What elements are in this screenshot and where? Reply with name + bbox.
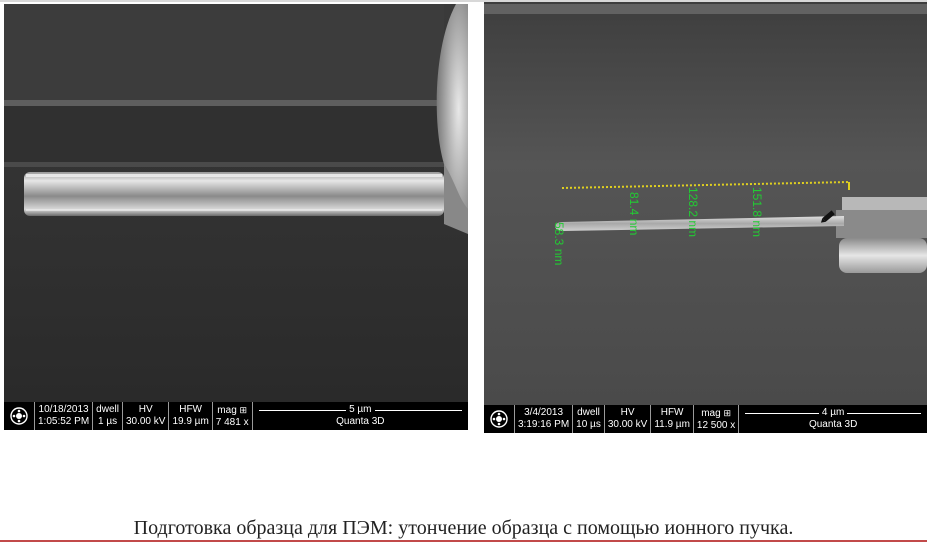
mag-value: 12 500 x [696, 419, 736, 431]
measurement-label-4: 151.8 nm [750, 187, 764, 238]
hfw-label: HFW [179, 404, 202, 415]
hv-value: 30.00 kV [125, 416, 166, 427]
mag-cell: mag ⊞ 12 500 x [692, 405, 738, 433]
scale-label: 4 µm [821, 407, 845, 418]
mag-cell: mag ⊞ 7 481 x [211, 402, 252, 430]
measurement-label-3: 128.2 nm [686, 187, 700, 238]
dwell-label: dwell [96, 404, 119, 415]
dwell-cell: dwell 1 µs [92, 402, 122, 430]
slide-caption: Подготовка образца для ПЭМ: утончение об… [133, 517, 794, 539]
sem-image-left: 10/18/2013 1:05:52 PM dwell 1 µs HV 30.0… [4, 4, 468, 430]
grid-icon: ⊞ [723, 407, 731, 418]
hfw-value: 19.9 µm [172, 416, 209, 427]
scale-bar: 4 µm [742, 407, 924, 419]
dwell-cell: dwell 10 µs [572, 405, 604, 433]
scale-cell: 4 µm Quanta 3D [738, 405, 927, 433]
dwell-label: dwell [577, 407, 600, 418]
scale-cell: 5 µm Quanta 3D [251, 402, 468, 430]
datetime-cell: 10/18/2013 1:05:52 PM [34, 402, 92, 430]
hv-cell: HV 30.00 kV [603, 405, 650, 433]
bottom-border [0, 540, 927, 542]
scale-label: 5 µm [349, 404, 372, 415]
date-value: 10/18/2013 [38, 404, 89, 415]
hv-value: 30.00 kV [607, 419, 648, 430]
hfw-cell: HFW 11.9 µm [650, 405, 693, 433]
dwell-value: 10 µs [576, 419, 601, 430]
time-value: 3:19:16 PM [518, 419, 570, 430]
fei-logo-icon [4, 402, 34, 430]
mag-value: 7 481 x [215, 416, 249, 428]
sem-image-right: 58.3 nm 81.4 nm 128.2 nm 151.8 nm 3/4/20… [484, 2, 927, 433]
sem-micrograph-right: 58.3 nm 81.4 nm 128.2 nm 151.8 nm [484, 2, 927, 405]
hv-cell: HV 30.00 kV [121, 402, 168, 430]
hv-label: HV [138, 404, 153, 415]
time-value: 1:05:52 PM [38, 416, 90, 427]
hv-label: HV [620, 407, 635, 418]
measurement-label-2: 81.4 nm [627, 192, 641, 236]
mag-label: mag [217, 404, 237, 416]
sem-micrograph-left [4, 4, 468, 402]
mag-label: mag [701, 407, 721, 419]
sem-databar-left: 10/18/2013 1:05:52 PM dwell 1 µs HV 30.0… [4, 402, 468, 430]
dwell-value: 1 µs [98, 416, 118, 427]
scale-bar: 5 µm [256, 404, 465, 416]
top-border [0, 0, 927, 2]
fei-logo-icon [484, 405, 514, 433]
date-value: 3/4/2013 [524, 407, 564, 418]
instrument-name: Quanta 3D [808, 419, 858, 430]
datetime-cell: 3/4/2013 3:19:16 PM [514, 405, 572, 433]
sem-databar-right: 3/4/2013 3:19:16 PM dwell 10 µs HV 30.00… [484, 405, 927, 433]
instrument-name: Quanta 3D [336, 416, 385, 427]
hfw-cell: HFW 19.9 µm [168, 402, 211, 430]
measurement-label-1: 58.3 nm [552, 222, 566, 266]
hfw-value: 11.9 µm [654, 419, 690, 430]
grid-icon: ⊞ [239, 404, 248, 415]
hfw-label: HFW [660, 407, 684, 418]
